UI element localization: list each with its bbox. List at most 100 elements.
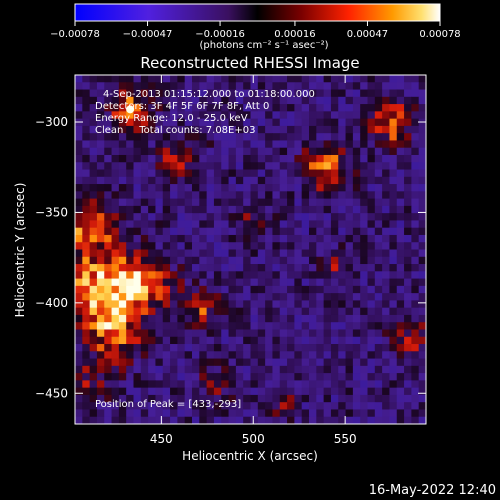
image-pixel — [206, 336, 215, 345]
image-pixel — [330, 264, 339, 272]
image-pixel — [360, 322, 368, 330]
image-pixel — [235, 394, 244, 403]
image-pixel — [170, 205, 178, 214]
image-pixel — [96, 147, 105, 156]
image-pixel — [228, 133, 237, 141]
image-pixel — [111, 104, 120, 112]
image-pixel — [323, 402, 332, 410]
image-pixel — [75, 140, 83, 149]
image-pixel — [177, 234, 186, 243]
image-pixel — [221, 140, 229, 149]
image-pixel — [148, 82, 156, 90]
image-pixel — [389, 184, 398, 192]
image-pixel — [338, 118, 346, 127]
image-pixel — [396, 96, 405, 105]
image-pixel — [75, 75, 83, 83]
image-pixel — [162, 111, 171, 120]
image-pixel — [279, 409, 288, 418]
image-pixel — [148, 256, 156, 265]
image-pixel — [309, 358, 317, 367]
image-pixel — [338, 314, 346, 323]
image-pixel — [418, 293, 427, 301]
image-pixel — [148, 300, 156, 309]
image-pixel — [235, 205, 244, 214]
image-pixel — [170, 358, 178, 367]
image-pixel — [418, 191, 427, 199]
image-pixel — [170, 387, 178, 396]
image-pixel — [82, 154, 91, 163]
image-pixel — [206, 365, 215, 374]
image-pixel — [111, 293, 120, 301]
image-pixel — [257, 96, 266, 105]
image-pixel — [118, 234, 127, 243]
image-pixel — [192, 118, 200, 127]
image-pixel — [228, 89, 237, 98]
image-pixel — [155, 147, 164, 156]
image-pixel — [294, 314, 303, 323]
image-pixel — [360, 205, 368, 214]
image-pixel — [235, 380, 244, 389]
image-pixel — [389, 227, 398, 236]
image-pixel — [360, 307, 368, 316]
image-pixel — [235, 162, 244, 170]
image-pixel — [374, 365, 383, 374]
image-pixel — [338, 278, 346, 287]
image-pixel — [316, 191, 325, 199]
image-pixel — [323, 300, 332, 309]
image-pixel — [316, 249, 325, 258]
image-pixel — [206, 329, 215, 338]
image-pixel — [374, 329, 383, 338]
image-pixel — [338, 394, 346, 403]
image-pixel — [89, 373, 98, 381]
image-pixel — [367, 213, 376, 221]
image-pixel — [360, 416, 368, 425]
image-pixel — [411, 169, 420, 178]
image-pixel — [243, 314, 251, 323]
image-pixel — [221, 75, 229, 83]
image-pixel — [360, 140, 368, 149]
image-pixel — [177, 322, 186, 330]
image-pixel — [96, 242, 105, 250]
image-pixel — [367, 154, 376, 163]
image-pixel — [221, 300, 229, 309]
image-pixel — [89, 242, 98, 250]
image-pixel — [330, 184, 339, 192]
image-pixel — [199, 198, 208, 207]
image-pixel — [323, 365, 332, 374]
image-pixel — [104, 191, 112, 199]
image-pixel — [382, 213, 390, 221]
image-pixel — [184, 373, 193, 381]
image-pixel — [213, 169, 222, 178]
image-pixel — [155, 191, 164, 199]
image-pixel — [265, 409, 273, 418]
image-pixel — [374, 96, 383, 105]
image-pixel — [243, 373, 251, 381]
image-pixel — [265, 184, 273, 192]
image-pixel — [177, 191, 186, 199]
image-pixel — [352, 278, 361, 287]
image-pixel — [206, 278, 215, 287]
image-pixel — [374, 409, 383, 418]
image-pixel — [82, 227, 91, 236]
image-pixel — [235, 365, 244, 374]
image-pixel — [301, 271, 310, 279]
image-pixel — [309, 329, 317, 338]
image-pixel — [155, 75, 164, 83]
image-pixel — [279, 416, 288, 425]
image-pixel — [96, 402, 105, 410]
image-pixel — [294, 89, 303, 98]
image-pixel — [118, 336, 127, 345]
image-pixel — [199, 394, 208, 403]
image-pixel — [411, 336, 420, 345]
image-pixel — [155, 169, 164, 178]
image-pixel — [184, 365, 193, 374]
x-tick-label: 550 — [334, 432, 357, 446]
image-pixel — [118, 133, 127, 141]
image-pixel — [243, 140, 251, 149]
image-pixel — [126, 220, 134, 229]
image-pixel — [294, 387, 303, 396]
image-pixel — [382, 285, 390, 294]
image-pixel — [352, 358, 361, 367]
image-pixel — [294, 285, 303, 294]
image-pixel — [82, 278, 91, 287]
